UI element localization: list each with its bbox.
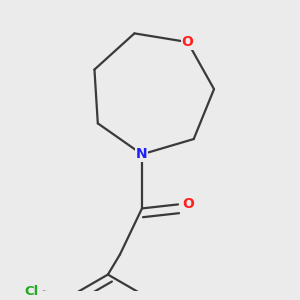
- Text: N: N: [136, 147, 148, 161]
- Text: Cl: Cl: [24, 285, 38, 298]
- Text: O: O: [182, 197, 194, 212]
- Text: O: O: [182, 35, 194, 49]
